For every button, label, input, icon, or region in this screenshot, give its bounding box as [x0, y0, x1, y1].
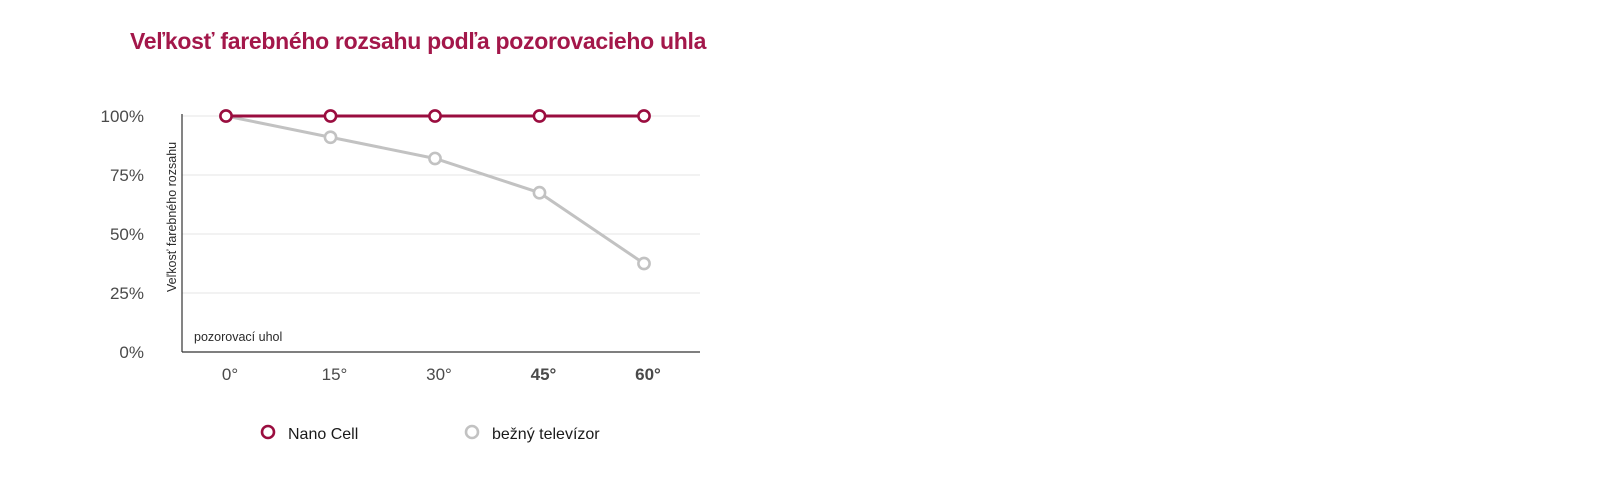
x-tick-label: 60° [635, 365, 661, 384]
gridlines [182, 115, 700, 294]
chart-title: Veľkosť farebného rozsahu podľa pozorova… [130, 28, 707, 54]
x-axis-label: pozorovací uhol [194, 330, 282, 344]
data-point [532, 109, 547, 123]
data-point [219, 109, 233, 123]
x-tick-label: 0° [222, 365, 238, 384]
y-axis-label: Veľkosť farebného rozsahu [165, 142, 179, 292]
y-axis-ticks: 0% 25% 50% 75% 100% [101, 107, 144, 362]
legend-label: bežný televízor [492, 426, 600, 443]
series-layer [219, 109, 651, 271]
data-point [532, 185, 547, 200]
y-tick-label: 25% [110, 284, 144, 303]
data-point [323, 109, 338, 123]
legend-label: Nano Cell [288, 426, 358, 443]
x-axis-ticks: 0° 15° 30° 45° 60° [222, 365, 661, 384]
x-tick-label: 30° [426, 365, 452, 384]
y-tick-label: 50% [110, 225, 144, 244]
y-tick-label: 0% [119, 343, 144, 362]
legend-marker [260, 424, 276, 440]
data-point [637, 256, 651, 271]
legend: Nano Cell bežný televízor [260, 424, 600, 443]
data-point [637, 109, 651, 123]
y-tick-label: 75% [110, 166, 144, 185]
y-tick-label: 100% [101, 107, 144, 126]
x-tick-label: 15° [322, 365, 348, 384]
data-point [428, 109, 442, 123]
data-point [428, 151, 442, 166]
data-point [323, 130, 338, 145]
x-tick-label: 45° [531, 365, 557, 384]
legend-marker [464, 424, 480, 440]
series-line [225, 114, 645, 265]
